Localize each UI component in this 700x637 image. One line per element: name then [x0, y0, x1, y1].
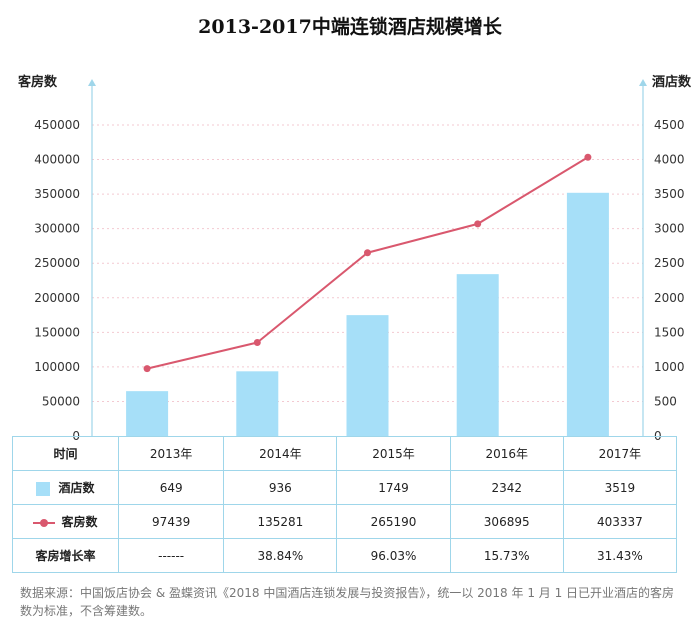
right-axis-arrow-icon: [639, 79, 647, 86]
right-tick-label: 0: [654, 429, 662, 440]
growth-cell: 38.84%: [223, 538, 338, 573]
right-tick-label: 500: [654, 394, 677, 408]
table-row-rooms: 客房数 97439 135281 265190 306895 403337: [12, 504, 678, 539]
source-footnote: 数据来源：中国饭店协会 & 盈蝶资讯《2018 中国酒店连锁发展与投资报告》，统…: [20, 586, 675, 618]
chart-title: 2013-2017中端连锁酒店规模增长: [198, 16, 502, 38]
rooms-cell: 135281: [223, 504, 338, 539]
year-cell: 2014年: [223, 436, 338, 471]
bar: [236, 371, 279, 436]
left-tick-label: 200000: [34, 291, 80, 305]
right-tick-label: 1500: [654, 325, 685, 339]
line-series: [143, 153, 592, 373]
right-axis-title: 酒店数: [652, 74, 692, 90]
right-tick-label: 4000: [654, 153, 685, 167]
left-tick-label: 300000: [34, 222, 80, 236]
table-row-time: 时间 2013年 2014年 2015年 2016年 2017年: [12, 436, 678, 471]
year-cell: 2017年: [562, 436, 678, 471]
right-axis: 0 500 1000 1500 2000 2500 3000 3500 4000 4500 酒店数: [639, 74, 692, 440]
bar: [346, 315, 389, 436]
bar-legend-icon: [36, 481, 51, 496]
line-point: [474, 220, 482, 228]
bar-series: [126, 192, 609, 436]
row-header-rooms: 客房数: [12, 504, 119, 539]
left-tick-label: 100000: [34, 360, 80, 374]
table-row-growth: 客房增长率 ------ 38.84% 96.03% 15.73% 31.43%: [12, 538, 678, 573]
line-legend-icon: [33, 518, 56, 527]
left-tick-label: 150000: [34, 325, 80, 339]
year-cell: 2013年: [117, 436, 225, 471]
left-axis-arrow-icon: [88, 79, 96, 86]
data-table: 时间 2013年 2014年 2015年 2016年 2017年 酒店数 649…: [12, 436, 678, 573]
line-point: [364, 249, 371, 257]
hotels-cell: 2342: [449, 470, 564, 505]
line-point: [584, 153, 592, 161]
row-header-time: 时间: [12, 436, 119, 471]
bar: [126, 391, 169, 436]
rooms-cell: 97439: [117, 504, 225, 539]
rooms-label: 客房数: [61, 515, 98, 529]
rooms-cell: 403337: [562, 504, 678, 539]
right-tick-label: 3000: [654, 222, 685, 236]
row-header-hotels: 酒店数: [12, 470, 119, 505]
right-tick-label: 3500: [654, 187, 685, 201]
left-tick-label: 450000: [34, 118, 80, 132]
hotels-cell: 936: [223, 470, 338, 505]
right-tick-label: 1000: [654, 360, 685, 374]
left-tick-label: 400000: [34, 153, 80, 167]
row-header-growth: 客房增长率: [12, 538, 119, 573]
hotels-cell: 649: [117, 470, 225, 505]
growth-cell: 15.73%: [449, 538, 564, 573]
rooms-cell: 265190: [336, 504, 451, 539]
right-tick-label: 2500: [654, 256, 685, 270]
growth-cell: 96.03%: [336, 538, 451, 573]
line-point: [143, 365, 151, 373]
left-tick-label: 350000: [34, 187, 80, 201]
year-cell: 2016年: [449, 436, 564, 471]
chart-area: 0 50000 100000 150000 200000 250000 300000 3500…: [18, 74, 692, 440]
right-tick-label: 4500: [654, 118, 685, 132]
year-cell: 2015年: [336, 436, 451, 471]
hotels-cell: 1749: [336, 470, 451, 505]
growth-cell: 31.43%: [562, 538, 678, 573]
bar: [456, 274, 499, 436]
left-tick-label: 250000: [34, 256, 80, 270]
hotels-label: 酒店数: [58, 481, 95, 495]
left-tick-label: 50000: [42, 394, 80, 408]
right-tick-label: 2000: [654, 291, 685, 305]
bar: [566, 192, 609, 436]
line-point: [253, 339, 261, 347]
hotels-cell: 3519: [562, 470, 678, 505]
table-row-hotels: 酒店数 649 936 1749 2342 3519: [12, 470, 678, 505]
left-axis: 0 50000 100000 150000 200000 250000 300000 3500…: [18, 74, 96, 440]
rooms-cell: 306895: [449, 504, 564, 539]
left-axis-title: 客房数: [18, 74, 58, 90]
growth-cell: ------: [117, 538, 225, 573]
left-tick-label: 0: [72, 429, 80, 440]
